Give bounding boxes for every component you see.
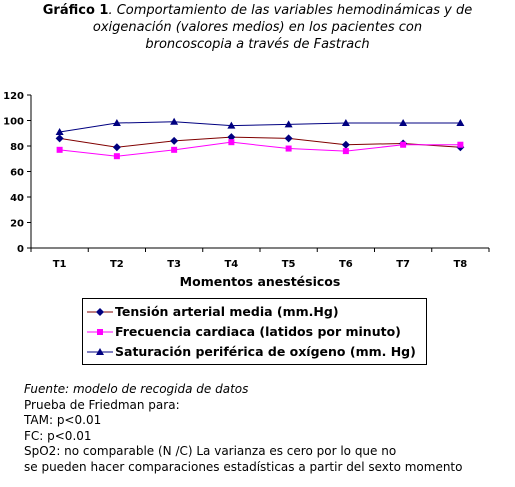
y-tick-label: 0: [17, 244, 24, 255]
x-axis-title: Momentos anestésicos: [180, 274, 341, 289]
chart-title-line2: oxigenación (valores medios) en los paci…: [92, 20, 423, 35]
data-point-diamond: [55, 134, 64, 143]
data-point-diamond: [112, 143, 121, 152]
x-tick-label: T4: [224, 259, 238, 270]
chart-title: Gráfico 1. Comportamiento de las variabl…: [0, 2, 515, 53]
x-tick-label: T8: [453, 259, 467, 270]
data-point-square: [400, 141, 407, 148]
data-point-diamond: [170, 136, 179, 145]
legend-label-tam: Tensión arterial media (mm.Hg): [115, 304, 339, 319]
legend-marker-diamond-icon: [87, 308, 113, 316]
data-point-diamond: [341, 140, 350, 149]
legend-marker-triangle-icon: [87, 348, 113, 355]
legend-label-spo2: Saturación periférica de oxígeno (mm. Hg…: [115, 344, 416, 359]
series-line-1: [59, 141, 461, 157]
note-line-3: FC: p<0.01: [24, 428, 92, 443]
y-tick-label: 120: [3, 91, 24, 102]
y-tick-label: 100: [3, 117, 24, 128]
y-tick-label: 40: [10, 193, 24, 204]
data-point-square: [457, 141, 464, 148]
legend-item-fc: Frecuencia cardiaca (latidos por minuto): [83, 322, 426, 342]
chart-title-line3: broncoscopia a través de Fastrach: [145, 37, 370, 52]
legend-label-fc: Frecuencia cardiaca (latidos por minuto): [115, 324, 401, 339]
data-point-triangle: [55, 127, 64, 135]
data-point-square: [285, 145, 292, 152]
data-point-triangle: [456, 119, 465, 127]
legend-marker-square-icon: [87, 329, 113, 335]
series-line-0: [59, 136, 461, 148]
legend-item-spo2: Saturación periférica de oxígeno (mm. Hg…: [83, 342, 426, 362]
data-point-diamond: [227, 133, 236, 142]
series-line-2: [59, 121, 461, 133]
data-point-triangle: [112, 119, 121, 127]
chart-title-bold: Gráfico 1: [42, 3, 109, 18]
x-tick-label: T2: [110, 259, 124, 270]
data-point-triangle: [399, 119, 408, 127]
data-point-triangle: [341, 119, 350, 127]
x-tick-label: T3: [167, 259, 181, 270]
chart-notes: Fuente: modelo de recogida de datos Prue…: [24, 382, 514, 475]
data-point-square: [113, 153, 120, 160]
y-tick-label: 80: [10, 142, 24, 153]
y-tick-label: 60: [10, 168, 24, 179]
x-tick-label: T7: [396, 259, 410, 270]
data-point-diamond: [284, 134, 293, 143]
data-point-square: [171, 146, 178, 153]
data-point-square: [56, 146, 63, 153]
legend-item-tam: Tensión arterial media (mm.Hg): [83, 302, 426, 322]
data-point-square: [228, 139, 235, 146]
chart-title-line1: . Comportamiento de las variables hemodi…: [108, 3, 473, 18]
x-tick-label: T6: [339, 259, 353, 270]
note-line-1: Prueba de Friedman para:: [24, 397, 180, 412]
line-chart: 0 20 40 60 80 100 120 T1 T2 T3 T4 T5 T6 T7 T8 Momentos …: [3, 91, 490, 289]
data-point-triangle: [170, 117, 179, 125]
note-line-2: TAM: p<0.01: [24, 413, 102, 427]
x-tick-label: T1: [53, 259, 67, 270]
data-point-triangle: [227, 121, 236, 129]
x-tick-label: T5: [282, 259, 296, 270]
note-line-5: se pueden hacer comparaciones estadístic…: [24, 459, 463, 474]
note-source: Fuente: modelo de recogida de datos: [24, 382, 249, 396]
y-tick-label: 20: [10, 219, 24, 230]
note-line-4: SpO2: no comparable (N /C) La varianza e…: [24, 444, 397, 458]
data-point-triangle: [284, 120, 293, 128]
chart-legend: Tensión arterial media (mm.Hg) Frecuenci…: [82, 298, 427, 365]
data-point-square: [342, 148, 349, 155]
